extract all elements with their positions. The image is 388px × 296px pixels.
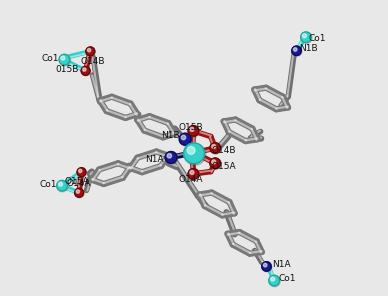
Text: N1B: N1B (300, 44, 318, 53)
Text: 015B: 015B (56, 65, 79, 74)
Circle shape (181, 135, 186, 140)
Circle shape (269, 275, 279, 286)
Circle shape (57, 181, 68, 192)
Circle shape (184, 144, 206, 165)
Text: O15A: O15A (212, 162, 236, 171)
Circle shape (59, 54, 70, 65)
Circle shape (301, 32, 311, 43)
Circle shape (292, 46, 301, 55)
Circle shape (59, 182, 62, 186)
Circle shape (271, 277, 275, 281)
Text: O14B: O14B (211, 146, 236, 155)
Text: N1A: N1A (146, 155, 164, 164)
Circle shape (190, 127, 194, 131)
Circle shape (76, 190, 80, 193)
Circle shape (262, 262, 271, 271)
Circle shape (263, 263, 267, 267)
Text: Co1: Co1 (39, 180, 57, 189)
Text: N1A: N1A (272, 260, 291, 268)
Circle shape (212, 160, 216, 164)
Text: O15B: O15B (179, 123, 203, 133)
Circle shape (188, 169, 199, 179)
Circle shape (262, 262, 272, 272)
Text: O14B: O14B (81, 57, 106, 66)
Circle shape (57, 180, 67, 191)
Circle shape (74, 188, 83, 197)
Circle shape (165, 152, 177, 163)
Text: Co1: Co1 (279, 274, 296, 283)
Circle shape (86, 47, 95, 57)
Circle shape (77, 168, 86, 177)
Text: O15A: O15A (64, 177, 89, 186)
Circle shape (188, 126, 199, 136)
Circle shape (303, 34, 307, 38)
Circle shape (210, 158, 221, 169)
Circle shape (81, 67, 91, 76)
Circle shape (75, 189, 84, 198)
Circle shape (61, 56, 65, 60)
Circle shape (292, 46, 302, 56)
Circle shape (188, 169, 199, 180)
Circle shape (269, 276, 280, 287)
Circle shape (184, 143, 204, 164)
Circle shape (210, 143, 220, 153)
Circle shape (210, 158, 220, 169)
Circle shape (77, 168, 87, 177)
Text: O14A: O14A (179, 175, 203, 184)
Circle shape (293, 48, 297, 51)
Circle shape (180, 133, 192, 146)
Circle shape (212, 144, 216, 149)
Circle shape (165, 152, 178, 164)
Text: O14A: O14A (67, 179, 91, 188)
Circle shape (179, 133, 191, 145)
Circle shape (78, 169, 82, 173)
Circle shape (167, 154, 171, 158)
Text: Co1: Co1 (309, 34, 326, 43)
Circle shape (301, 32, 312, 43)
Text: N1B: N1B (161, 131, 180, 140)
Circle shape (187, 147, 195, 154)
Circle shape (188, 126, 199, 137)
Circle shape (210, 143, 221, 154)
Circle shape (86, 47, 95, 56)
Text: Co1: Co1 (42, 54, 59, 63)
Circle shape (87, 49, 91, 52)
Circle shape (83, 68, 86, 71)
Circle shape (59, 54, 71, 66)
Circle shape (190, 170, 194, 174)
Circle shape (81, 66, 90, 75)
